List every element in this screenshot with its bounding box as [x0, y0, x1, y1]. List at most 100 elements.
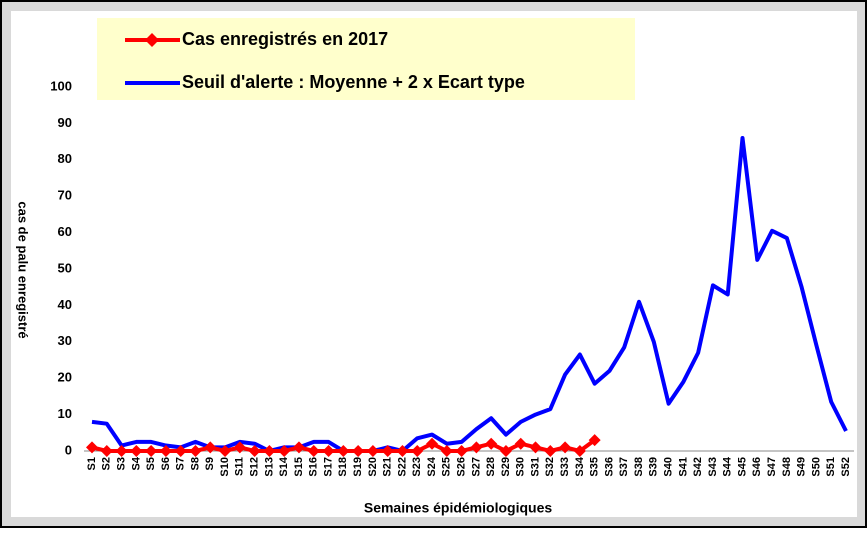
x-tick-label: S10 — [219, 457, 231, 477]
legend-marker — [145, 33, 159, 47]
marker — [573, 445, 586, 457]
x-tick-label: S27 — [470, 457, 482, 477]
x-tick-label: S24 — [426, 456, 438, 476]
x-tick-label: S28 — [485, 457, 497, 477]
marker — [292, 441, 305, 454]
marker — [204, 441, 217, 454]
y-tick-label: 50 — [58, 260, 72, 275]
marker — [219, 445, 232, 457]
x-tick-label: S3 — [115, 457, 127, 470]
x-tick-label: S1 — [86, 457, 98, 470]
x-tick-label: S19 — [352, 457, 364, 477]
marker — [307, 445, 320, 457]
y-tick-label: 30 — [58, 333, 72, 348]
marker — [499, 445, 512, 457]
x-tick-label: S52 — [840, 457, 852, 477]
x-tick-label: S43 — [707, 457, 719, 477]
x-tick-label: S41 — [677, 457, 689, 477]
x-tick-label: S31 — [529, 457, 541, 477]
marker — [233, 441, 246, 454]
x-tick-label: S21 — [382, 457, 394, 477]
x-axis-title: Semaines épidémiologiques — [364, 500, 552, 516]
y-tick-label: 20 — [58, 370, 72, 385]
marker — [440, 445, 453, 457]
marker — [115, 445, 128, 457]
x-tick-label: S20 — [367, 457, 379, 477]
marker — [544, 445, 557, 457]
x-tick-label: S11 — [234, 457, 246, 476]
marker — [159, 445, 172, 457]
x-tick-label: S50 — [810, 457, 822, 477]
y-tick-label: 80 — [58, 151, 72, 166]
marker — [588, 434, 601, 447]
x-tick-label: S40 — [662, 457, 674, 477]
x-tick-label: S44 — [722, 456, 734, 476]
marker — [396, 445, 409, 457]
x-tick-label: S42 — [692, 457, 704, 477]
legend-label: Seuil d'alerte : Moyenne + 2 x Ecart typ… — [182, 72, 525, 92]
x-tick-label: S37 — [618, 457, 630, 477]
marker — [86, 441, 98, 454]
marker — [174, 445, 187, 457]
marker — [130, 445, 143, 457]
marker — [514, 437, 527, 450]
marker — [470, 441, 483, 454]
x-tick-label: S34 — [574, 456, 586, 476]
marker — [381, 445, 394, 457]
marker — [366, 445, 379, 457]
y-tick-label: 100 — [50, 78, 72, 93]
x-tick-label: S9 — [204, 457, 216, 470]
marker — [485, 437, 498, 450]
x-tick-label: S38 — [633, 457, 645, 477]
legend-box — [97, 18, 635, 100]
x-tick-label: S48 — [781, 457, 793, 477]
x-tick-label: S30 — [515, 457, 527, 477]
x-tick-label: S49 — [796, 457, 808, 477]
x-tick-label: S36 — [603, 457, 615, 477]
y-tick-label: 10 — [58, 406, 72, 421]
x-tick-label: S25 — [441, 457, 453, 477]
x-tick-label: S47 — [766, 457, 778, 477]
y-tick-label: 60 — [58, 224, 72, 239]
marker — [145, 445, 158, 457]
x-tick-label: S29 — [500, 457, 512, 477]
x-tick-label: S2 — [101, 457, 113, 470]
x-tick-label: S17 — [322, 457, 334, 477]
x-tick-label: S51 — [825, 457, 837, 477]
x-tick-label: S6 — [160, 457, 172, 470]
x-tick-label: S46 — [751, 457, 763, 477]
marker — [248, 445, 261, 457]
y-tick-label: 90 — [58, 115, 72, 130]
marker — [559, 441, 572, 454]
x-tick-label: S8 — [189, 457, 201, 470]
x-tick-label: S32 — [544, 457, 556, 477]
x-tick-label: S18 — [337, 457, 349, 477]
x-tick-label: S12 — [249, 457, 261, 477]
x-tick-label: S16 — [308, 457, 320, 477]
x-tick-label: S15 — [293, 457, 305, 477]
x-tick-label: S26 — [456, 457, 468, 477]
legend-label: Cas enregistrés en 2017 — [182, 29, 388, 49]
y-tick-label: 0 — [65, 442, 72, 457]
x-tick-label: S4 — [130, 456, 142, 470]
marker — [529, 441, 542, 454]
y-tick-label: 70 — [58, 188, 72, 203]
marker — [426, 437, 439, 450]
x-tick-label: S45 — [736, 457, 748, 477]
marker — [337, 445, 350, 457]
marker — [278, 445, 291, 457]
x-tick-label: S35 — [589, 457, 601, 477]
marker — [352, 445, 365, 457]
x-tick-label: S23 — [411, 457, 423, 477]
marker — [455, 445, 468, 457]
y-axis-title: cas de palu enregistré — [16, 201, 31, 338]
marker — [263, 445, 276, 457]
x-tick-label: S33 — [559, 457, 571, 477]
x-tick-label: S39 — [648, 457, 660, 477]
marker — [322, 445, 335, 457]
x-tick-label: S13 — [263, 457, 275, 477]
y-tick-label: 40 — [58, 297, 72, 312]
x-tick-label: S7 — [175, 457, 187, 470]
marker — [411, 445, 424, 457]
